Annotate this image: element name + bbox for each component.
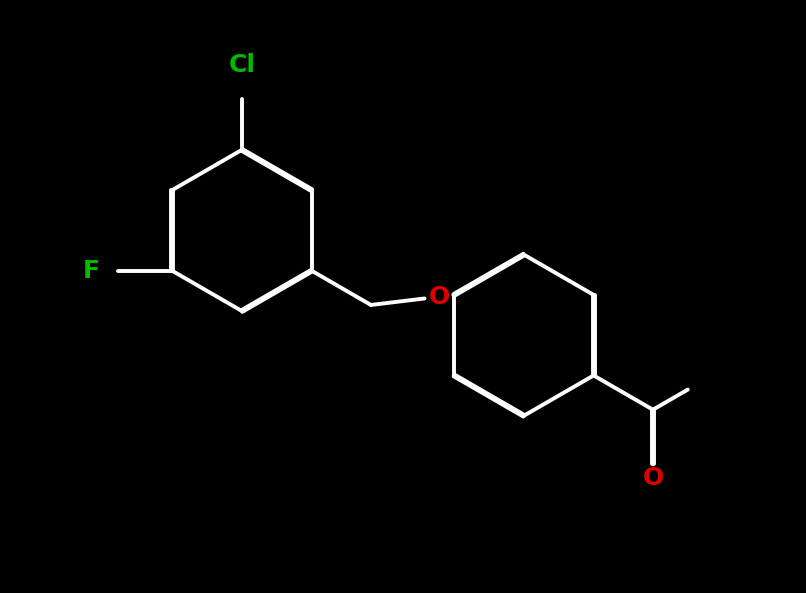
Text: O: O	[642, 466, 663, 490]
Text: Cl: Cl	[228, 53, 256, 77]
Text: F: F	[82, 259, 100, 283]
Text: O: O	[428, 285, 450, 309]
